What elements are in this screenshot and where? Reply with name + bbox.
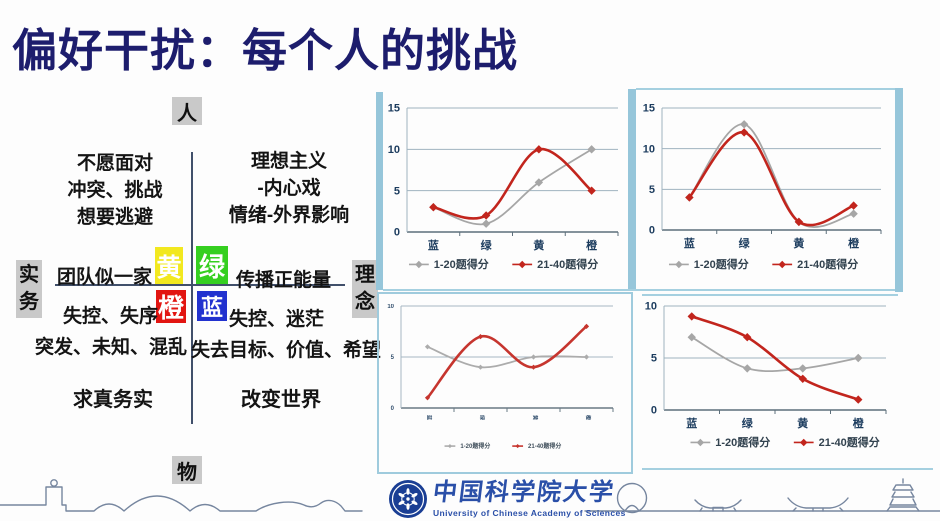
badge-blue: 蓝	[197, 291, 227, 321]
panel-accent-bar-middle	[628, 89, 636, 291]
svg-text:蓝: 蓝	[426, 415, 433, 420]
svg-text:21-40题得分: 21-40题得分	[819, 435, 880, 449]
svg-text:绿: 绿	[481, 238, 493, 252]
svg-text:黄: 黄	[532, 415, 539, 420]
panel-top-hairline	[636, 88, 895, 90]
svg-text:21-40题得分: 21-40题得分	[537, 257, 598, 271]
bottom-right-panel-top-hairline	[642, 294, 898, 296]
svg-text:5: 5	[651, 353, 657, 365]
badge-orange: 橙	[156, 290, 186, 323]
svg-text:黄: 黄	[797, 416, 808, 430]
svg-text:10: 10	[388, 144, 400, 156]
quadrant-bottom-right-line2: 失去目标、价值、希望	[191, 340, 382, 361]
slide-footer: 中国科学院大学 University of Chinese Academy of…	[0, 478, 940, 521]
svg-text:蓝: 蓝	[428, 238, 439, 252]
svg-text:1-20题得分: 1-20题得分	[694, 257, 749, 271]
university-name-cn: 中国科学院大学	[431, 479, 617, 506]
svg-text:5: 5	[394, 185, 400, 197]
svg-text:绿: 绿	[742, 416, 754, 430]
svg-text:10: 10	[645, 301, 657, 313]
svg-text:10: 10	[643, 143, 655, 155]
quadrant-top-left-text: 不愿面对 冲突、挑战 想要逃避	[67, 153, 163, 228]
panel-accent-bar-right	[895, 88, 903, 292]
svg-text:橙: 橙	[585, 415, 592, 421]
quadrant-vertical-axis-line	[191, 152, 193, 424]
svg-text:黄: 黄	[793, 236, 804, 250]
bottom-right-panel-bottom-hairline	[642, 468, 933, 470]
quadrant-bottom-left-line1: 失控、失序	[63, 306, 159, 327]
score-chart-top-left: 0 5 10 15 蓝 绿 黄 橙 1-20题得分 21-40题得分	[383, 92, 628, 290]
university-logo: 中国科学院大学 University of Chinese Academy of…	[388, 479, 626, 519]
quadrant-horizontal-axis-line	[55, 284, 345, 286]
quadrant-bottom-left-value: 求真务实	[73, 389, 153, 411]
svg-text:0: 0	[651, 405, 657, 417]
svg-text:黄: 黄	[533, 238, 544, 252]
svg-text:橙: 橙	[848, 236, 860, 250]
axis-label-practical: 实务	[16, 260, 42, 318]
preference-quadrant-diagram: 人 物 实务 理念 不愿面对 冲突、挑战 想要逃避 理想主义 -内心戏 情绪-外…	[0, 90, 430, 490]
svg-text:0: 0	[391, 406, 395, 412]
panel-accent-bar-left	[376, 92, 383, 290]
svg-text:21-40题得分: 21-40题得分	[528, 442, 561, 450]
svg-text:1-20题得分: 1-20题得分	[434, 257, 489, 271]
university-name-en: University of Chinese Academy of Science…	[433, 508, 626, 518]
svg-text:橙: 橙	[586, 238, 598, 252]
svg-text:0: 0	[649, 225, 655, 237]
badge-yellow: 黄	[155, 247, 183, 284]
slide-title: 偏好干扰：每个人的挑战	[12, 25, 519, 76]
axis-label-things: 物	[172, 456, 202, 484]
score-chart-bottom-left: 0 5 10 蓝 绿 黄 橙 1-20题得分 21-40题得分	[381, 294, 627, 470]
quadrant-mid-right-text: 传播正能量	[236, 270, 332, 291]
quadrant-mid-left-text: 团队似一家	[57, 267, 153, 288]
svg-text:5: 5	[649, 184, 655, 196]
svg-text:15: 15	[388, 103, 400, 115]
svg-text:1-20题得分: 1-20题得分	[715, 435, 770, 449]
svg-text:5: 5	[391, 355, 395, 361]
quadrant-bottom-right-value: 改变世界	[241, 389, 321, 411]
quadrant-bottom-right-line1: 失控、迷茫	[229, 309, 325, 330]
svg-text:橙: 橙	[853, 416, 865, 430]
svg-text:蓝: 蓝	[686, 416, 697, 430]
svg-text:0: 0	[394, 227, 400, 239]
axis-label-idea: 理念	[352, 260, 378, 318]
panel-bottom-hairline	[383, 289, 895, 291]
quadrant-bottom-left-line2: 突发、未知、混乱	[35, 337, 188, 358]
score-chart-top-right: 0 5 10 15 蓝 绿 黄 橙 1-20题得分 21-40题得分	[636, 90, 895, 290]
quadrant-top-right-text: 理想主义 -内心戏 情绪-外界影响	[228, 151, 350, 226]
svg-text:15: 15	[643, 103, 655, 115]
bottom-left-panel-border	[377, 292, 633, 474]
score-chart-bottom-right: 0 5 10 蓝 绿 黄 橙 1-20题得分 21-40题得分	[642, 296, 932, 468]
svg-text:绿: 绿	[479, 415, 486, 421]
svg-text:10: 10	[387, 304, 394, 310]
city-skyline-decoration	[0, 478, 940, 514]
svg-text:21-40题得分: 21-40题得分	[797, 257, 858, 271]
badge-green: 绿	[196, 246, 228, 284]
university-emblem-icon	[389, 480, 427, 518]
axis-label-people: 人	[172, 97, 202, 125]
svg-text:绿: 绿	[739, 236, 751, 250]
svg-text:蓝: 蓝	[684, 236, 695, 250]
svg-text:1-20题得分: 1-20题得分	[460, 442, 490, 450]
